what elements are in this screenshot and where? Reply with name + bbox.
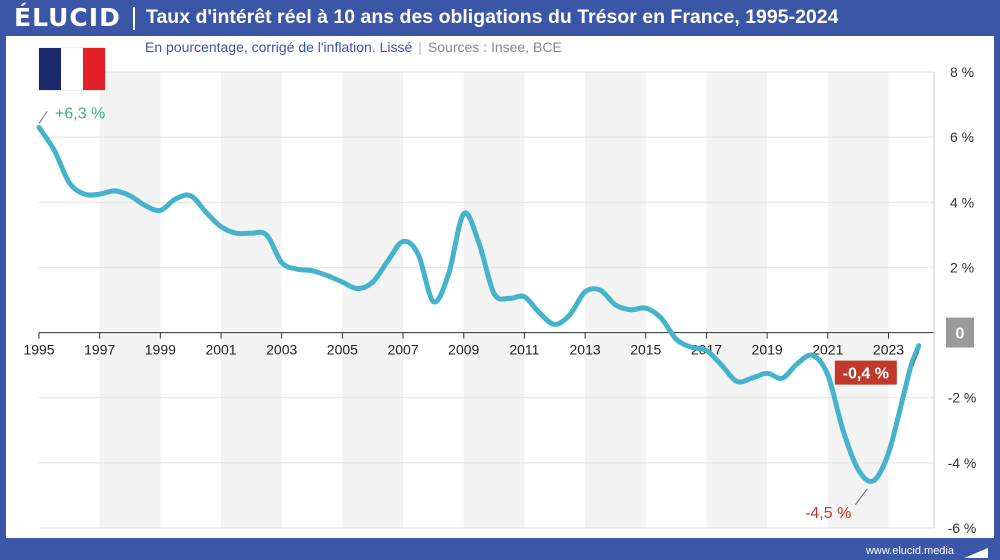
background-band (221, 72, 282, 528)
y-tick-label: -6 % (948, 520, 977, 536)
line-chart: 1995 1997 1999 2001 2003 2005 2007 2009 2011 2013… (23, 64, 977, 536)
x-tick-label: 1999 (145, 342, 176, 358)
annotation-last-label: -0,4 % (843, 366, 889, 383)
background-band (827, 72, 889, 528)
footer-url[interactable]: www.elucid.media (865, 545, 954, 557)
y-tick-label: 4 % (950, 194, 974, 210)
elucid-mark-icon (964, 548, 988, 558)
flag-stripe-white (61, 48, 83, 90)
x-tick-label: 2021 (812, 342, 843, 358)
x-tick-label: 2007 (387, 342, 418, 358)
x-tick-label: 1995 (23, 342, 54, 358)
background-band (463, 72, 525, 528)
background-band (342, 72, 404, 528)
x-tick-label: 2011 (509, 342, 539, 358)
x-tick-label: 2009 (448, 342, 479, 358)
annotation-leader (912, 351, 920, 366)
chart-subtitle: En pourcentage, corrigé de l'inflation. … (145, 39, 562, 55)
header-divider (133, 7, 135, 30)
brand-logo: ÉLUCID (14, 3, 121, 32)
background-band (99, 72, 161, 528)
x-tick-label: 2003 (266, 342, 297, 358)
x-tick-label: 2001 (205, 342, 236, 358)
background-band (585, 72, 646, 528)
series-line (36, 124, 922, 484)
y-tick-label: -2 % (948, 390, 977, 406)
chart-title: Taux d'intérêt réel à 10 ans des obligat… (146, 6, 839, 28)
flag-stripe-red (83, 48, 105, 90)
header-bar: ÉLUCID Taux d'intérêt réel à 10 ans des … (0, 0, 1000, 36)
y-tick-label: 2 % (950, 259, 974, 275)
y-tick-label: 8 % (950, 64, 974, 80)
x-tick-label: 2013 (570, 342, 601, 358)
chart-panel: 1995 1997 1999 2001 2003 2005 2007 2009 2011 2013… (6, 36, 994, 538)
subtitle-separator: | (418, 39, 422, 55)
annotation-leader (854, 488, 868, 506)
y-tick-label: 0 (956, 326, 965, 343)
x-tick-label: 2019 (752, 342, 783, 358)
y-tick-label: 6 % (950, 129, 974, 145)
france-flag-icon (39, 48, 105, 90)
x-tick-label: 2005 (327, 342, 358, 358)
x-tick-label: 2023 (873, 342, 904, 358)
annotation-min-label: -4,5 % (805, 505, 851, 522)
x-tick-label: 1997 (84, 342, 115, 358)
subtitle-text: En pourcentage, corrigé de l'inflation. … (145, 39, 413, 55)
annotation-leader (38, 111, 48, 124)
sources-text: Sources : Insee, BCE (427, 39, 562, 55)
annotation-last-box (834, 360, 897, 385)
y-tick-label: -4 % (948, 455, 977, 471)
x-tick-label: 2015 (630, 342, 661, 358)
background-band (706, 72, 768, 528)
zero-label-box (946, 317, 974, 348)
flag-stripe-blue (39, 48, 61, 90)
annotation-max-label: +6,3 % (55, 105, 105, 122)
